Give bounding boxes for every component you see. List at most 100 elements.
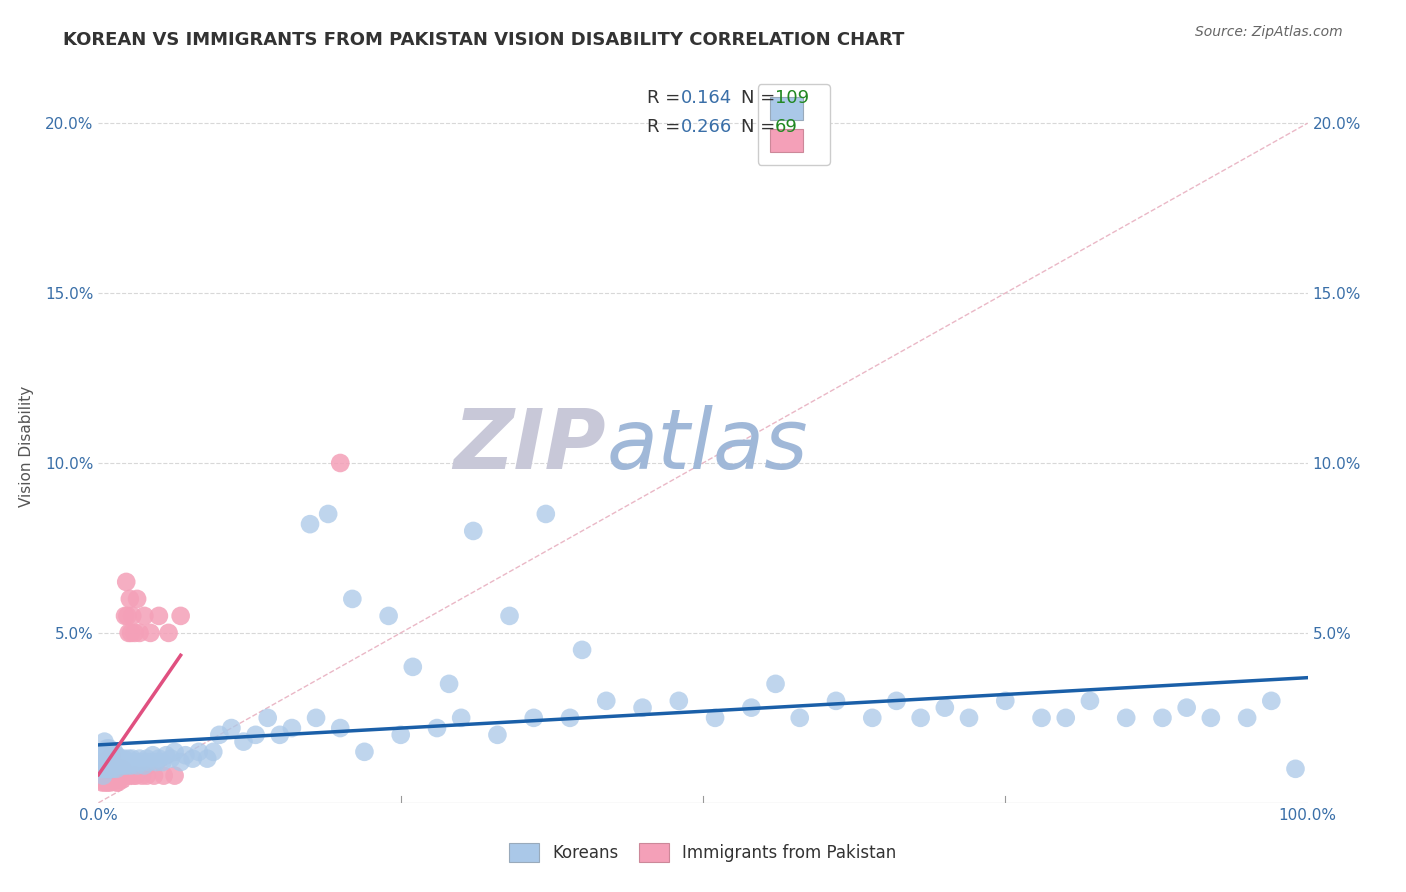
Point <box>426 721 449 735</box>
Point <box>98 755 121 769</box>
Point <box>299 517 322 532</box>
Text: atlas: atlas <box>606 406 808 486</box>
Point <box>100 748 122 763</box>
Point <box>825 694 848 708</box>
Point <box>94 762 117 776</box>
Point <box>118 626 141 640</box>
Text: R =: R = <box>647 118 686 136</box>
Point <box>163 745 186 759</box>
Point <box>139 626 162 640</box>
Point <box>934 700 956 714</box>
Point <box>100 758 122 772</box>
Point <box>152 755 174 769</box>
Point <box>135 751 157 765</box>
Point <box>91 769 114 783</box>
Point <box>97 755 120 769</box>
Point <box>98 751 121 765</box>
Point <box>450 711 472 725</box>
Point <box>329 721 352 735</box>
Point <box>1078 694 1101 708</box>
Point <box>160 751 183 765</box>
Point <box>571 643 593 657</box>
Point <box>1031 711 1053 725</box>
Point <box>704 711 727 725</box>
Point <box>558 711 581 725</box>
Point <box>631 700 654 714</box>
Point <box>135 769 157 783</box>
Point <box>127 758 149 772</box>
Point <box>523 711 546 725</box>
Point <box>98 772 121 786</box>
Point <box>101 762 124 776</box>
Point <box>108 762 131 776</box>
Point <box>957 711 980 725</box>
Point <box>174 748 197 763</box>
Point <box>100 772 122 786</box>
Point <box>463 524 485 538</box>
Point <box>108 772 131 786</box>
Point <box>127 591 149 606</box>
Point <box>245 728 267 742</box>
Point <box>534 507 557 521</box>
Point <box>134 608 156 623</box>
Point <box>256 711 278 725</box>
Point <box>1284 762 1306 776</box>
Point <box>97 775 120 789</box>
Point <box>118 755 141 769</box>
Point <box>114 769 136 783</box>
Point <box>138 755 160 769</box>
Point <box>128 751 150 765</box>
Point <box>329 456 352 470</box>
Point <box>91 765 114 780</box>
Text: Source: ZipAtlas.com: Source: ZipAtlas.com <box>1195 25 1343 39</box>
Point <box>221 721 243 735</box>
Point <box>121 751 143 765</box>
Point <box>96 775 118 789</box>
Point <box>128 626 150 640</box>
Point <box>118 591 141 606</box>
Point <box>316 507 339 521</box>
Point <box>498 608 520 623</box>
Point <box>100 762 122 776</box>
Point <box>402 660 425 674</box>
Point <box>100 745 122 759</box>
Point <box>94 745 117 759</box>
Point <box>94 772 117 786</box>
Point <box>96 762 118 776</box>
Point <box>131 755 153 769</box>
Point <box>93 775 115 789</box>
Point <box>101 748 124 763</box>
Point <box>108 751 131 765</box>
Point <box>142 748 165 763</box>
Point <box>120 626 142 640</box>
Point <box>100 775 122 789</box>
Point <box>121 608 143 623</box>
Point <box>389 728 412 742</box>
Point <box>97 762 120 776</box>
Point <box>103 772 125 786</box>
Point <box>437 677 460 691</box>
Point <box>97 765 120 780</box>
Point <box>90 772 112 786</box>
Point <box>100 765 122 780</box>
Text: R =: R = <box>647 89 686 107</box>
Point <box>208 728 231 742</box>
Point <box>131 769 153 783</box>
Point <box>152 769 174 783</box>
Point <box>187 745 209 759</box>
Point <box>94 765 117 780</box>
Point <box>91 745 114 759</box>
Point <box>91 762 114 776</box>
Point <box>105 762 128 776</box>
Point <box>668 694 690 708</box>
Point <box>93 769 115 783</box>
Point <box>96 755 118 769</box>
Point <box>112 751 135 765</box>
Point <box>353 745 375 759</box>
Point <box>860 711 883 725</box>
Point <box>765 677 787 691</box>
Point <box>143 769 166 783</box>
Point <box>1175 700 1198 714</box>
Point <box>281 721 304 735</box>
Point <box>1115 711 1137 725</box>
